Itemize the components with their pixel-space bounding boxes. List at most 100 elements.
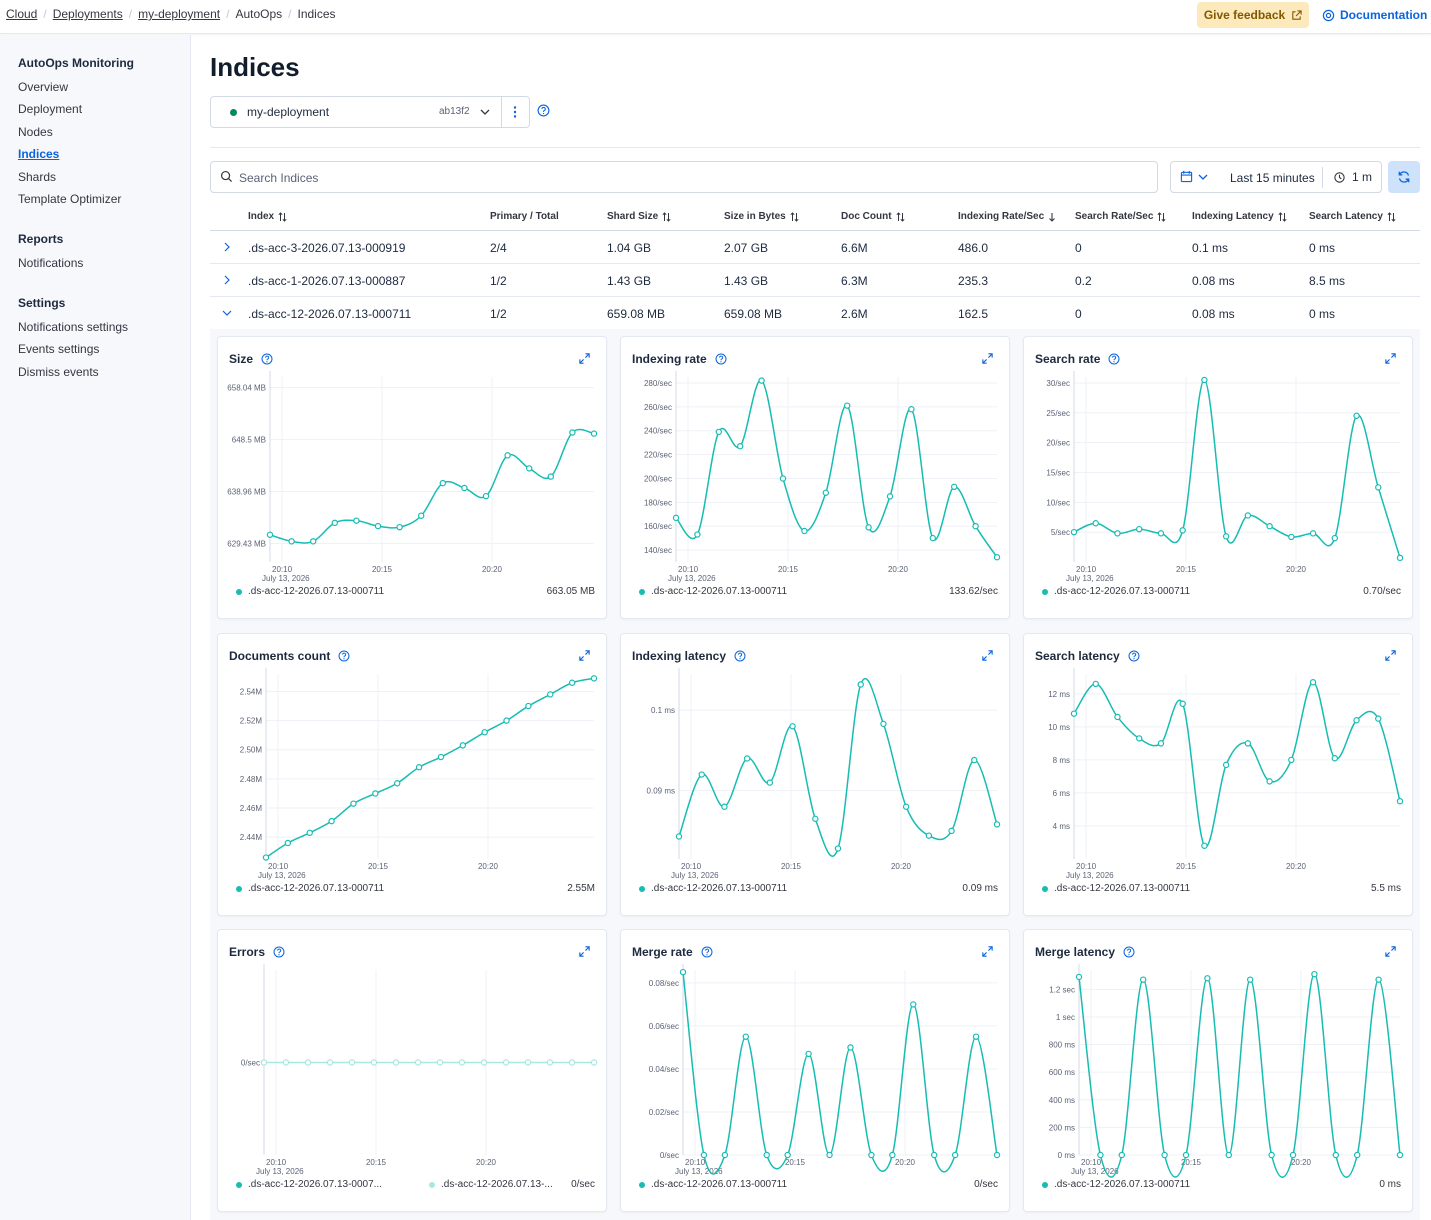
data-point[interactable] — [568, 1059, 576, 1066]
data-point[interactable] — [284, 839, 292, 847]
data-point[interactable] — [971, 756, 978, 764]
data-point[interactable] — [1332, 1151, 1339, 1159]
info-icon[interactable] — [273, 946, 285, 958]
info-icon[interactable] — [701, 946, 713, 958]
data-point[interactable] — [260, 1059, 268, 1066]
data-point[interactable] — [805, 1050, 812, 1058]
data-point[interactable] — [504, 452, 511, 459]
data-point[interactable] — [951, 1151, 959, 1159]
data-point[interactable] — [482, 492, 490, 500]
data-point[interactable] — [417, 512, 425, 519]
data-point[interactable] — [834, 845, 842, 852]
data-point[interactable] — [396, 523, 403, 531]
chart-legend[interactable]: .ds-acc-12-2026.07.13-000711 — [639, 586, 787, 597]
search-input[interactable] — [239, 169, 1119, 187]
quick-select-button[interactable] — [1180, 170, 1209, 183]
data-point[interactable] — [1114, 713, 1121, 721]
data-point[interactable] — [1309, 679, 1317, 686]
sidebar-item-notifications-settings[interactable]: Notifications settings — [18, 320, 129, 334]
data-point[interactable] — [1396, 554, 1404, 562]
expand-icon[interactable] — [981, 352, 994, 365]
data-point[interactable] — [547, 473, 554, 480]
data-point[interactable] — [1244, 740, 1252, 747]
expand-icon[interactable] — [981, 649, 994, 662]
cell-index[interactable]: .ds-acc-1-2026.07.13-000887 — [248, 274, 406, 288]
data-point[interactable] — [526, 465, 533, 472]
data-point[interactable] — [1135, 525, 1143, 533]
data-point[interactable] — [372, 790, 379, 797]
data-point[interactable] — [766, 779, 774, 786]
data-point[interactable] — [1288, 533, 1295, 541]
data-point[interactable] — [1353, 717, 1360, 724]
data-point[interactable] — [353, 517, 360, 524]
data-point[interactable] — [569, 429, 576, 436]
data-point[interactable] — [1070, 528, 1078, 536]
data-point[interactable] — [590, 675, 598, 682]
sidebar-item-indices[interactable]: Indices — [18, 147, 60, 161]
data-point[interactable] — [262, 854, 270, 861]
data-point[interactable] — [801, 527, 808, 535]
data-point[interactable] — [865, 524, 872, 531]
data-point[interactable] — [843, 402, 851, 409]
data-point[interactable] — [1097, 1151, 1104, 1159]
data-point[interactable] — [414, 1059, 422, 1066]
column-header-doc-count[interactable]: Doc Count — [841, 211, 905, 222]
info-icon[interactable] — [1123, 946, 1135, 958]
data-point[interactable] — [721, 803, 728, 810]
chart-legend[interactable]: .ds-acc-12-2026.07.13-... — [429, 1179, 553, 1190]
data-point[interactable] — [1244, 512, 1252, 519]
data-point[interactable] — [1201, 842, 1208, 849]
data-point[interactable] — [1331, 755, 1338, 762]
data-point[interactable] — [1266, 778, 1273, 785]
data-point[interactable] — [461, 484, 468, 492]
info-icon[interactable] — [1128, 650, 1140, 662]
chevron-right-icon[interactable] — [221, 241, 233, 253]
data-point[interactable] — [331, 519, 339, 527]
data-point[interactable] — [826, 1151, 833, 1159]
data-point[interactable] — [502, 1059, 510, 1066]
chart-legend[interactable]: .ds-acc-12-2026.07.13-0007... — [236, 1179, 382, 1190]
cell-index[interactable]: .ds-acc-3-2026.07.13-000919 — [248, 241, 406, 255]
data-point[interactable] — [309, 538, 317, 545]
data-point[interactable] — [925, 832, 933, 839]
data-point[interactable] — [1331, 534, 1338, 542]
data-point[interactable] — [1157, 530, 1165, 537]
info-icon[interactable] — [261, 353, 273, 365]
data-point[interactable] — [350, 800, 357, 807]
data-point[interactable] — [1139, 976, 1147, 983]
info-icon[interactable] — [734, 650, 746, 662]
column-header-shard-size[interactable]: Shard Size — [607, 211, 671, 222]
data-point[interactable] — [993, 1151, 1001, 1159]
data-point[interactable] — [1354, 1151, 1361, 1159]
data-point[interactable] — [437, 753, 445, 761]
data-point[interactable] — [931, 1151, 938, 1159]
expand-icon[interactable] — [981, 945, 994, 958]
data-point[interactable] — [743, 755, 751, 762]
sidebar-item-deployment[interactable]: Deployment — [18, 102, 83, 116]
data-point[interactable] — [742, 1033, 750, 1040]
data-point[interactable] — [1157, 740, 1165, 747]
data-point[interactable] — [698, 771, 705, 778]
data-point[interactable] — [481, 729, 488, 736]
data-point[interactable] — [1353, 412, 1360, 419]
breadcrumb-deployment[interactable]: my-deployment — [138, 7, 221, 21]
help-icon[interactable] — [537, 104, 550, 117]
breadcrumb-cloud[interactable]: Cloud — [6, 7, 38, 21]
data-point[interactable] — [568, 679, 576, 686]
data-point[interactable] — [758, 377, 765, 384]
chart-legend[interactable]: .ds-acc-12-2026.07.13-000711 — [1042, 883, 1190, 894]
data-point[interactable] — [439, 479, 446, 487]
data-point[interactable] — [1075, 973, 1083, 981]
data-point[interactable] — [972, 1033, 980, 1040]
expand-icon[interactable] — [578, 352, 591, 365]
data-point[interactable] — [306, 829, 313, 836]
deployment-selector[interactable]: my-deployment ab13f2 — [210, 96, 530, 128]
data-point[interactable] — [1225, 1151, 1232, 1159]
data-point[interactable] — [546, 1059, 554, 1066]
cell-index[interactable]: .ds-acc-12-2026.07.13-000711 — [248, 307, 412, 321]
data-point[interactable] — [1135, 735, 1143, 742]
data-point[interactable] — [948, 827, 955, 835]
data-point[interactable] — [459, 742, 466, 749]
expand-icon[interactable] — [1384, 352, 1397, 365]
sidebar-item-template-optimizer[interactable]: Template Optimizer — [18, 192, 122, 206]
